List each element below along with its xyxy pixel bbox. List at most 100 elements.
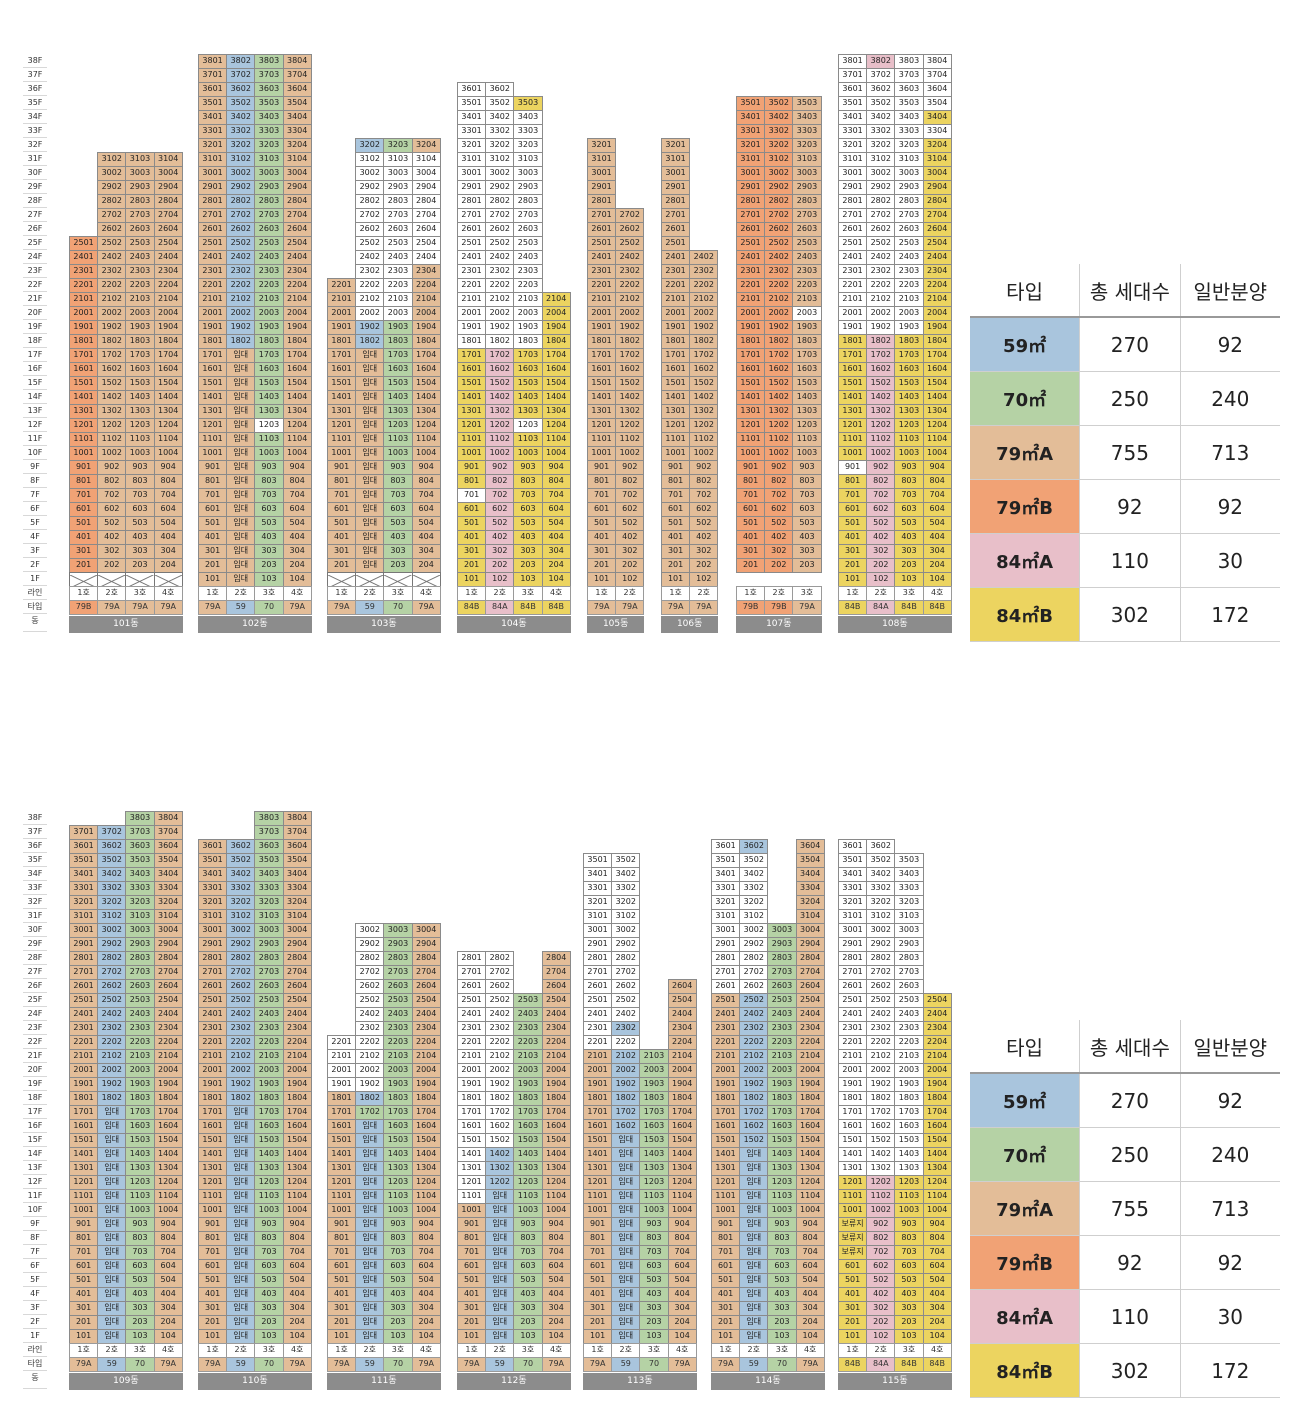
unit-cell: 903 <box>513 1217 543 1232</box>
unit-cell: 304 <box>922 1301 952 1316</box>
unit-cell: 3202 <box>866 138 896 153</box>
unit-cell: 2303 <box>125 264 155 279</box>
unit-cell: 1703 <box>383 1105 413 1120</box>
unit-cell: 901 <box>198 460 228 475</box>
unit-cell: 404 <box>282 1287 312 1302</box>
unit-cell: 403 <box>125 1287 155 1302</box>
unit-cell: 501 <box>69 1273 99 1288</box>
unit-cell: 1404 <box>411 1147 441 1162</box>
floor-label: 6F <box>23 502 47 516</box>
floor-label: 16F <box>23 1119 47 1133</box>
unit-cell: 1901 <box>736 320 766 335</box>
unit-cell: 1703 <box>792 348 822 363</box>
unit-cell: 1204 <box>541 1175 571 1190</box>
unit-cell: 704 <box>411 1245 441 1260</box>
unit-cell: 702 <box>866 488 896 503</box>
unit-cell: 1903 <box>383 320 413 335</box>
unit-cell: 임대 <box>611 1133 641 1148</box>
unit-cell: 1604 <box>795 1119 825 1134</box>
line-label: 2호 <box>866 1343 896 1358</box>
unit-cell: 1903 <box>254 320 284 335</box>
unit-cell: 203 <box>125 558 155 573</box>
unit-cell: 1102 <box>689 432 719 447</box>
unit-cell: 803 <box>894 474 924 489</box>
unit-cell: 1101 <box>69 1189 99 1204</box>
unit-cell: 임대 <box>226 362 256 377</box>
unit-cell: 802 <box>485 474 515 489</box>
unit-cell: 504 <box>541 516 571 531</box>
unit-cell: 2403 <box>513 250 543 265</box>
unit-cell: 1001 <box>198 446 228 461</box>
unit-cell: 2702 <box>97 965 127 980</box>
unit-cell: 2902 <box>226 180 256 195</box>
unit-cell: 3502 <box>764 96 794 111</box>
pilotis-cell <box>97 572 127 589</box>
unit-cell: 임대 <box>97 1105 127 1120</box>
unit-cell: 1504 <box>922 1133 952 1148</box>
type-label: 79A <box>153 600 183 615</box>
legend-general: 172 <box>1179 1343 1280 1398</box>
legend-general: 172 <box>1179 587 1280 642</box>
line-label: 1호 <box>838 1343 868 1358</box>
unit-cell: 1104 <box>795 1189 825 1204</box>
unit-cell: 임대 <box>97 1119 127 1134</box>
unit-cell: 1903 <box>254 1077 284 1092</box>
floor-label: 20F <box>23 306 47 320</box>
unit-cell: 1301 <box>457 1161 487 1176</box>
unit-cell: 401 <box>327 1287 357 1302</box>
unit-cell: 704 <box>153 488 183 503</box>
floor-label: 1F <box>23 572 47 586</box>
unit-cell: 1604 <box>667 1119 697 1134</box>
unit-cell: 1204 <box>667 1175 697 1190</box>
unit-cell: 2904 <box>411 180 441 195</box>
unit-cell: 302 <box>689 544 719 559</box>
unit-cell: 601 <box>838 502 868 517</box>
unit-cell: 1901 <box>587 320 617 335</box>
row-label-type: 타입 <box>23 600 47 614</box>
legend-total: 250 <box>1079 1127 1181 1182</box>
unit-cell: 703 <box>894 1245 924 1260</box>
unit-cell: 1704 <box>541 348 571 363</box>
unit-cell: 2701 <box>587 208 617 223</box>
unit-cell: 2703 <box>513 208 543 223</box>
unit-cell: 1001 <box>457 446 487 461</box>
unit-cell: 임대 <box>226 376 256 391</box>
unit-cell: 3002 <box>355 923 385 938</box>
unit-cell: 603 <box>767 1259 797 1274</box>
unit-cell: 2002 <box>866 1063 896 1078</box>
unit-cell: 903 <box>383 460 413 475</box>
unit-cell: 104 <box>153 1329 183 1344</box>
unit-cell: 1704 <box>153 1105 183 1120</box>
unit-cell: 1603 <box>125 362 155 377</box>
unit-cell: 2401 <box>583 1007 613 1022</box>
floor-label: 30F <box>23 166 47 180</box>
unit-cell: 2103 <box>792 292 822 307</box>
unit-cell: 1201 <box>583 1175 613 1190</box>
unit-cell: 1103 <box>792 432 822 447</box>
unit-cell: 1902 <box>485 1077 515 1092</box>
unit-cell: 904 <box>153 460 183 475</box>
unit-cell: 3601 <box>838 839 868 854</box>
unit-cell: 임대 <box>355 390 385 405</box>
unit-cell: 2001 <box>457 306 487 321</box>
unit-cell: 2602 <box>739 979 769 994</box>
unit-cell: 503 <box>792 516 822 531</box>
unit-cell: 1804 <box>153 334 183 349</box>
unit-cell: 2504 <box>922 993 952 1008</box>
unit-cell: 2903 <box>125 180 155 195</box>
unit-cell: 804 <box>153 1231 183 1246</box>
unit-cell: 2702 <box>866 965 896 980</box>
unit-cell: 2201 <box>838 1035 868 1050</box>
unit-cell: 2101 <box>583 1049 613 1064</box>
unit-cell: 3101 <box>587 152 617 167</box>
unit-cell: 304 <box>282 544 312 559</box>
floor-label: 32F <box>23 895 47 909</box>
unit-cell: 404 <box>541 530 571 545</box>
floor-label: 37F <box>23 825 47 839</box>
unit-cell: 1901 <box>457 1077 487 1092</box>
unit-cell: 802 <box>689 474 719 489</box>
unit-cell: 903 <box>792 460 822 475</box>
unit-cell: 304 <box>795 1301 825 1316</box>
unit-cell: 2201 <box>457 278 487 293</box>
unit-cell: 2703 <box>254 208 284 223</box>
